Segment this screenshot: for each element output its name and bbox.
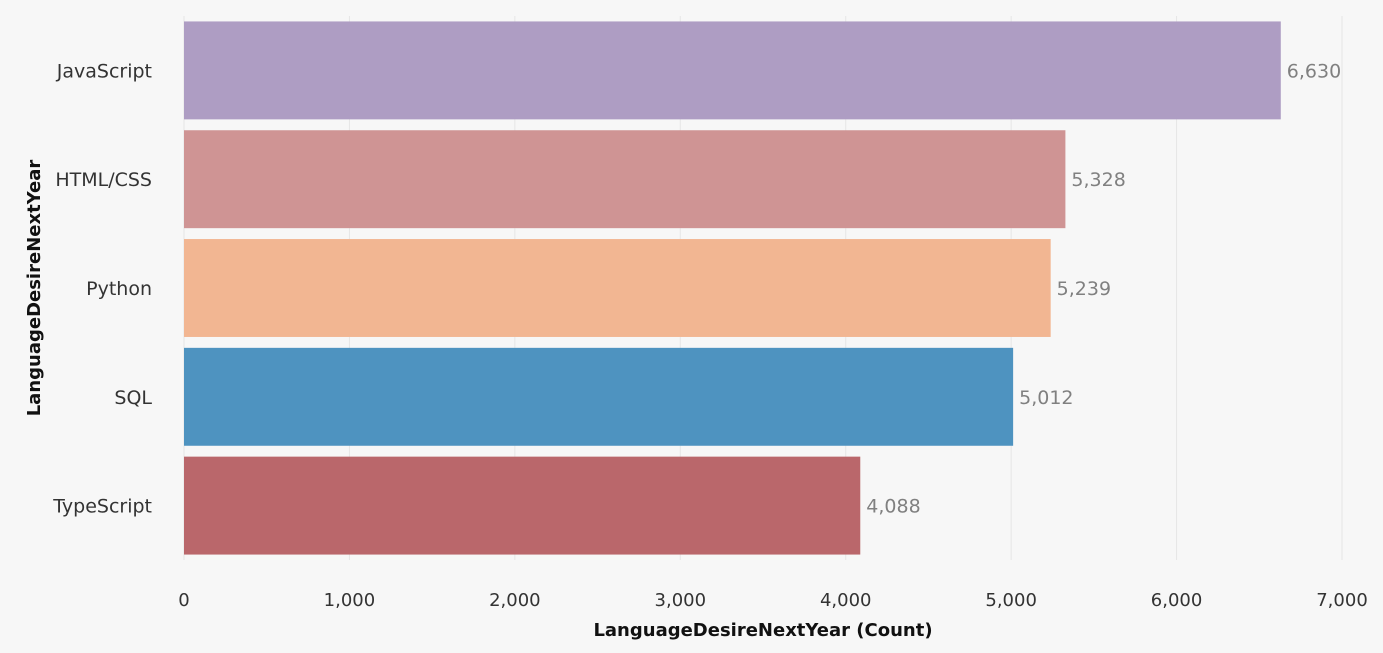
data-label: 5,012 [1019, 387, 1073, 409]
category-label: HTML/CSS [55, 169, 152, 191]
data-label: 5,239 [1057, 278, 1111, 300]
bar [184, 21, 1281, 120]
x-tick-label: 1,000 [324, 590, 376, 611]
bar [184, 130, 1066, 229]
data-label: 5,328 [1071, 169, 1125, 191]
bar [184, 456, 861, 555]
category-labels: JavaScript HTML/CSS Python SQL TypeScript [52, 60, 152, 517]
y-axis-title: LanguageDesireNextYear [24, 160, 45, 417]
category-label: TypeScript [52, 496, 152, 518]
category-label: SQL [114, 387, 152, 409]
data-label: 4,088 [866, 496, 920, 518]
bar [184, 347, 1014, 446]
data-label: 6,630 [1287, 60, 1341, 82]
x-tick-label: 4,000 [820, 590, 872, 611]
category-label: JavaScript [56, 60, 152, 82]
x-tick-labels: 0 1,000 2,000 3,000 4,000 5,000 6,000 7,000 [178, 590, 1367, 611]
x-axis-title: LanguageDesireNextYear (Count) [593, 620, 932, 641]
x-tick-label: 2,000 [489, 590, 541, 611]
category-label: Python [86, 278, 152, 300]
x-tick-label: 3,000 [655, 590, 707, 611]
x-tick-label: 7,000 [1316, 590, 1368, 611]
x-tick-label: 6,000 [1151, 590, 1203, 611]
bar [184, 239, 1051, 337]
x-tick-label: 0 [178, 590, 189, 611]
bars [184, 21, 1281, 555]
x-tick-label: 5,000 [985, 590, 1037, 611]
data-labels: 6,630 5,328 5,239 5,012 4,088 [866, 60, 1341, 517]
